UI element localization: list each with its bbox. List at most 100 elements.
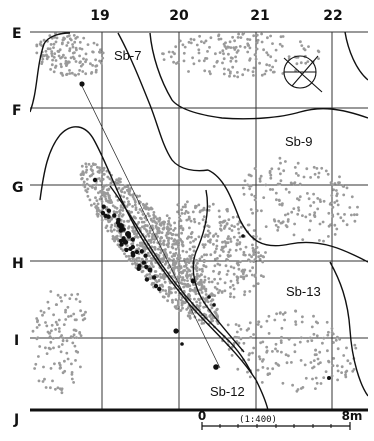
stipple-dot [237, 227, 240, 231]
stipple-dot [215, 308, 219, 312]
stipple-dot [72, 312, 76, 316]
stipple-dot [50, 52, 54, 55]
stipple-dot [143, 224, 147, 228]
stipple-dot [306, 192, 309, 195]
stipple-dot [126, 185, 130, 189]
stipple-dot [140, 244, 143, 248]
stipple-dot [331, 332, 335, 336]
stipple-dot [59, 366, 62, 370]
stipple-dot [348, 362, 352, 365]
stipple-dot [69, 314, 73, 318]
stipple-dot [192, 239, 195, 243]
stipple-dot [79, 309, 82, 313]
stipple-dot [219, 220, 222, 224]
stipple-dot [195, 272, 199, 276]
stipple-dot [112, 228, 116, 232]
stipple-dot [296, 212, 300, 216]
stipple-dot [54, 387, 57, 391]
stipple-dot [252, 346, 256, 350]
stipple-dot [254, 57, 258, 61]
stipple-dot [82, 36, 86, 40]
stipple-dot [76, 35, 79, 39]
stipple-dot [124, 255, 128, 258]
stipple-dot [203, 235, 207, 239]
stipple-dot [284, 224, 288, 227]
stipple-dot [52, 346, 55, 350]
artifact-alignment-line [79, 81, 221, 369]
stipple-dot [148, 272, 152, 276]
stipple-dot [210, 317, 213, 321]
sb9-boundary-outer [149, 32, 368, 120]
col-label-19: 19 [90, 8, 109, 24]
stipple-dot [239, 337, 243, 341]
stipple-dot [208, 240, 212, 244]
stipple-dot [251, 246, 255, 250]
stipple-dot [194, 275, 198, 279]
stipple-dot [63, 359, 66, 363]
stipple-dot [206, 224, 210, 228]
stipple-dot [69, 56, 73, 60]
stipple-dot [227, 218, 231, 222]
stipple-dot [202, 321, 206, 325]
stipple-dot [161, 52, 164, 55]
stipple-dot [229, 292, 233, 296]
stipple-dot [208, 205, 211, 208]
stipple-dot [72, 333, 76, 337]
stipple-dot [198, 268, 202, 271]
stipple-dot [237, 324, 241, 328]
stipple-dot [310, 325, 314, 329]
stipple-dot [180, 208, 184, 212]
stipple-dot [145, 260, 149, 263]
stipple-dot [333, 233, 337, 236]
stipple-dot [200, 319, 204, 322]
stipple-dot [85, 165, 88, 169]
stipple-dot [127, 200, 130, 204]
stipple-dot [135, 232, 139, 236]
stipple-dot [165, 231, 169, 235]
stipple-dot [231, 283, 235, 287]
stipple-dot [197, 235, 201, 239]
stipple-dot [293, 343, 297, 347]
stipple-dot [280, 350, 283, 354]
artifact-point [144, 264, 149, 270]
stipple-dot [203, 69, 207, 73]
stipple-dot [255, 246, 259, 249]
stipple-dot [191, 245, 195, 249]
stipple-dot [283, 311, 287, 314]
stipple-dot [78, 54, 81, 58]
stipple-dot [67, 315, 70, 318]
stipple-dot [175, 307, 179, 310]
stipple-dot [181, 240, 184, 244]
stipple-dot [37, 379, 41, 383]
stipple-dot [202, 285, 206, 289]
stipple-dot [232, 266, 236, 270]
stipple-dot [207, 280, 211, 284]
stipple-dot [60, 65, 63, 69]
stipple-dot [116, 198, 120, 202]
north-arrow-icon [283, 55, 323, 93]
stipple-dot [271, 42, 274, 45]
artifact-point [151, 275, 157, 280]
stipple-dot [326, 333, 330, 337]
stipple-dot [335, 192, 339, 196]
stipple-dot [289, 181, 293, 185]
stipple-dot [65, 64, 68, 67]
artifact-point [112, 213, 117, 218]
stipple-dot [223, 219, 227, 223]
stipple-dot [239, 275, 243, 278]
stipple-dot [33, 367, 36, 370]
stipple-dot [223, 225, 227, 229]
stipple-dot [184, 203, 187, 207]
stipple-dot [269, 68, 273, 72]
stipple-dot [151, 224, 154, 228]
stipple-dot [68, 47, 72, 51]
stipple-dot [140, 257, 144, 261]
stipple-dot [186, 279, 189, 282]
stipple-dot [55, 36, 59, 40]
stipple-dot [52, 56, 56, 59]
stipple-dot [165, 292, 168, 296]
stipple-dot [224, 244, 228, 248]
stipple-dot [187, 235, 191, 239]
stipple-dot [165, 253, 168, 256]
stipple-dot [309, 176, 312, 179]
